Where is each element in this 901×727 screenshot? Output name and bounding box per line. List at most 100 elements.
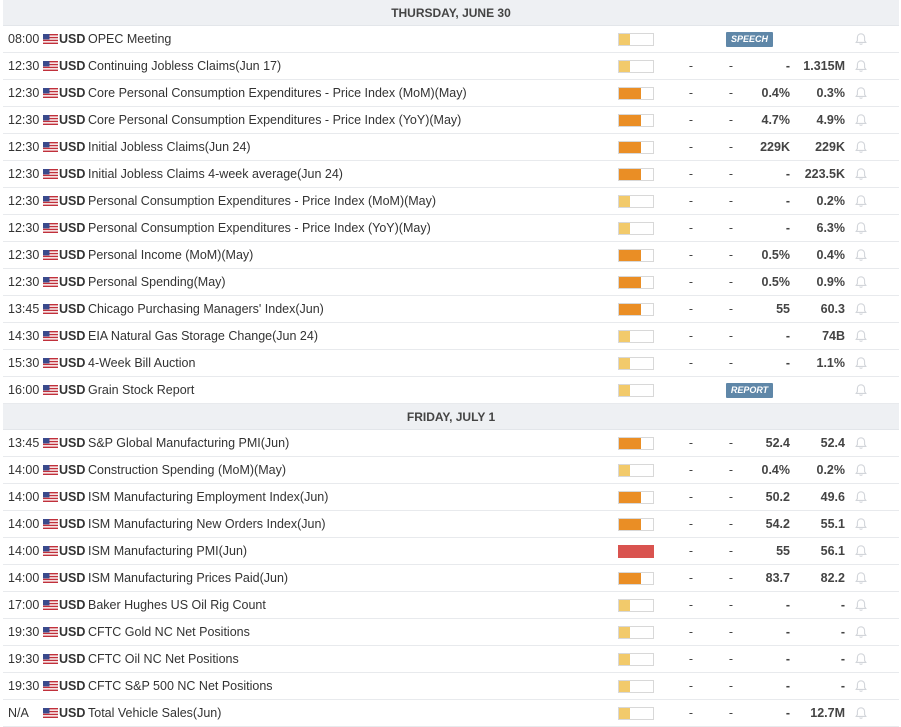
bell-icon[interactable] <box>854 652 868 666</box>
event-time: N/A <box>8 706 29 720</box>
event-name[interactable]: OPEC Meeting <box>88 32 172 46</box>
event-row[interactable]: N/A USD Total Vehicle Sales(Jun) - - - 1… <box>3 700 899 727</box>
event-consensus: 4.7% <box>761 113 791 127</box>
event-row[interactable]: 14:00 USD Construction Spending (MoM)(Ma… <box>3 457 899 484</box>
event-name[interactable]: S&P Global Manufacturing PMI(Jun) <box>88 436 290 450</box>
bell-icon[interactable] <box>854 356 868 370</box>
event-deviation: - <box>728 625 733 639</box>
event-time: 19:30 <box>8 625 40 639</box>
event-deviation: - <box>728 356 733 370</box>
event-currency: USD <box>59 59 86 73</box>
event-row[interactable]: 16:00 USD Grain Stock Report REPORT <box>3 377 899 404</box>
event-row[interactable]: 13:45 USD Chicago Purchasing Managers' I… <box>3 296 899 323</box>
event-currency: USD <box>59 517 86 531</box>
event-row[interactable]: 12:30 USD Personal Income (MoM)(May) - -… <box>3 242 899 269</box>
economic-calendar: THURSDAY, JUNE 30 08:00 USD OPEC Meeting… <box>3 0 899 727</box>
event-previous: 0.2% <box>816 463 846 477</box>
event-name[interactable]: Total Vehicle Sales(Jun) <box>88 706 222 720</box>
event-time: 12:30 <box>8 221 40 235</box>
event-row[interactable]: 14:30 USD EIA Natural Gas Storage Change… <box>3 323 899 350</box>
event-name[interactable]: Core Personal Consumption Expenditures -… <box>88 86 467 100</box>
event-name[interactable]: Personal Consumption Expenditures - Pric… <box>88 221 431 235</box>
event-name[interactable]: Personal Income (MoM)(May) <box>88 248 254 262</box>
bell-icon[interactable] <box>854 194 868 208</box>
event-row[interactable]: 14:00 USD ISM Manufacturing Employment I… <box>3 484 899 511</box>
event-type-badge: REPORT <box>726 383 773 398</box>
event-row[interactable]: 12:30 USD Initial Jobless Claims(Jun 24)… <box>3 134 899 161</box>
bell-icon[interactable] <box>854 490 868 504</box>
bell-icon[interactable] <box>854 32 868 46</box>
bell-icon[interactable] <box>854 571 868 585</box>
bell-icon[interactable] <box>854 140 868 154</box>
bell-icon[interactable] <box>854 383 868 397</box>
event-name[interactable]: CFTC Oil NC Net Positions <box>88 652 239 666</box>
event-name[interactable]: Baker Hughes US Oil Rig Count <box>88 598 266 612</box>
bell-icon[interactable] <box>854 517 868 531</box>
event-name[interactable]: ISM Manufacturing New Orders Index(Jun) <box>88 517 326 531</box>
impact-bar <box>618 87 654 100</box>
event-name[interactable]: Personal Consumption Expenditures - Pric… <box>88 194 437 208</box>
event-previous: - <box>840 598 845 612</box>
bell-icon[interactable] <box>854 329 868 343</box>
event-row[interactable]: 08:00 USD OPEC Meeting SPEECH <box>3 26 899 53</box>
event-currency: USD <box>59 194 86 208</box>
event-name[interactable]: Construction Spending (MoM)(May) <box>88 463 286 477</box>
event-previous: 52.4 <box>820 436 845 450</box>
event-name[interactable]: Initial Jobless Claims 4-week average(Ju… <box>88 167 343 181</box>
event-row[interactable]: 19:30 USD CFTC Gold NC Net Positions - -… <box>3 619 899 646</box>
bell-icon[interactable] <box>854 86 868 100</box>
event-actual: - <box>688 329 693 343</box>
event-name[interactable]: ISM Manufacturing Employment Index(Jun) <box>88 490 329 504</box>
event-deviation: - <box>728 598 733 612</box>
event-name[interactable]: ISM Manufacturing PMI(Jun) <box>88 544 248 558</box>
event-row[interactable]: 12:30 USD Continuing Jobless Claims(Jun … <box>3 53 899 80</box>
event-row[interactable]: 12:30 USD Core Personal Consumption Expe… <box>3 107 899 134</box>
event-currency: USD <box>59 383 86 397</box>
bell-icon[interactable] <box>854 167 868 181</box>
event-row[interactable]: 19:30 USD CFTC S&P 500 NC Net Positions … <box>3 673 899 700</box>
us-flag-icon <box>43 142 58 152</box>
event-row[interactable]: 17:00 USD Baker Hughes US Oil Rig Count … <box>3 592 899 619</box>
bell-icon[interactable] <box>854 706 868 720</box>
event-name[interactable]: Personal Spending(May) <box>88 275 226 289</box>
event-actual: - <box>688 625 693 639</box>
bell-icon[interactable] <box>854 463 868 477</box>
event-row[interactable]: 12:30 USD Personal Consumption Expenditu… <box>3 188 899 215</box>
bell-icon[interactable] <box>854 598 868 612</box>
bell-icon[interactable] <box>854 544 868 558</box>
bell-icon[interactable] <box>854 113 868 127</box>
event-currency: USD <box>59 140 86 154</box>
event-name[interactable]: CFTC S&P 500 NC Net Positions <box>88 679 273 693</box>
event-row[interactable]: 12:30 USD Initial Jobless Claims 4-week … <box>3 161 899 188</box>
event-name[interactable]: EIA Natural Gas Storage Change(Jun 24) <box>88 329 318 343</box>
bell-icon[interactable] <box>854 302 868 316</box>
event-currency: USD <box>59 167 86 181</box>
event-row[interactable]: 14:00 USD ISM Manufacturing PMI(Jun) - -… <box>3 538 899 565</box>
event-name[interactable]: Initial Jobless Claims(Jun 24) <box>88 140 251 154</box>
event-name[interactable]: CFTC Gold NC Net Positions <box>88 625 250 639</box>
event-name[interactable]: Grain Stock Report <box>88 383 195 397</box>
event-consensus: 229K <box>760 140 790 154</box>
bell-icon[interactable] <box>854 275 868 289</box>
event-row[interactable]: 19:30 USD CFTC Oil NC Net Positions - - … <box>3 646 899 673</box>
event-name[interactable]: Core Personal Consumption Expenditures -… <box>88 113 462 127</box>
event-currency: USD <box>59 652 86 666</box>
event-name[interactable]: ISM Manufacturing Prices Paid(Jun) <box>88 571 289 585</box>
event-row[interactable]: 15:30 USD 4-Week Bill Auction - - - 1.1% <box>3 350 899 377</box>
event-name[interactable]: 4-Week Bill Auction <box>88 356 196 370</box>
bell-icon[interactable] <box>854 436 868 450</box>
event-row[interactable]: 12:30 USD Core Personal Consumption Expe… <box>3 80 899 107</box>
event-previous: - <box>840 625 845 639</box>
bell-icon[interactable] <box>854 59 868 73</box>
event-name[interactable]: Chicago Purchasing Managers' Index(Jun) <box>88 302 324 316</box>
event-row[interactable]: 12:30 USD Personal Spending(May) - - 0.5… <box>3 269 899 296</box>
event-name[interactable]: Continuing Jobless Claims(Jun 17) <box>88 59 282 73</box>
event-row[interactable]: 14:00 USD ISM Manufacturing New Orders I… <box>3 511 899 538</box>
event-row[interactable]: 13:45 USD S&P Global Manufacturing PMI(J… <box>3 430 899 457</box>
bell-icon[interactable] <box>854 221 868 235</box>
bell-icon[interactable] <box>854 679 868 693</box>
bell-icon[interactable] <box>854 248 868 262</box>
event-row[interactable]: 14:00 USD ISM Manufacturing Prices Paid(… <box>3 565 899 592</box>
event-row[interactable]: 12:30 USD Personal Consumption Expenditu… <box>3 215 899 242</box>
bell-icon[interactable] <box>854 625 868 639</box>
